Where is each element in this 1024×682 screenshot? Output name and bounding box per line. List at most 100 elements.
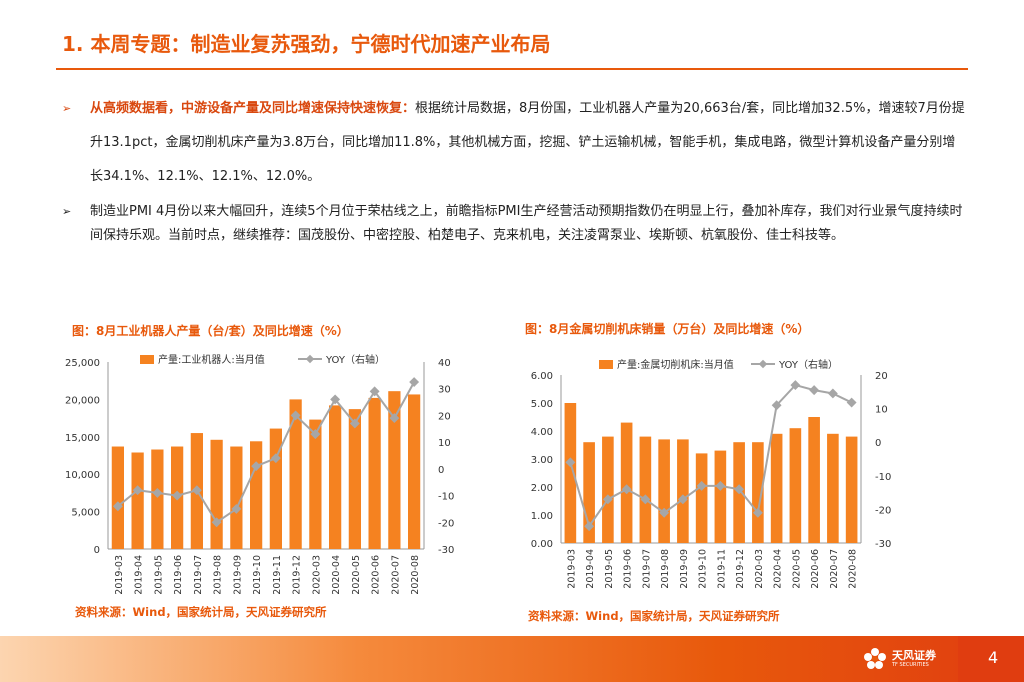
legend-line-label: YOY（右轴） [325, 353, 385, 366]
bar [695, 453, 708, 543]
y-left-tick-label: 6.00 [531, 371, 553, 382]
yoy-point [409, 377, 420, 387]
yoy-line [117, 381, 416, 524]
legend-line-marker [758, 359, 768, 369]
y-right-tick-label: 10 [875, 405, 888, 416]
bar [408, 394, 421, 549]
yoy-point [602, 494, 613, 505]
x-tick-label: 2020-07 [829, 549, 840, 589]
page-title: 1. 本周专题：制造业复苏强劲，宁德时代加速产业布局 [62, 32, 551, 56]
bar [620, 422, 633, 543]
x-tick-label: 2020-08 [410, 555, 421, 595]
yoy-line [569, 383, 853, 529]
x-tick-label: 2020-05 [351, 555, 362, 595]
x-tick-label: 2020-03 [311, 555, 322, 595]
x-tick-label: 2019-08 [660, 549, 671, 589]
legend-bar-label: 产量:金属切削机床:当月值 [617, 358, 734, 371]
x-tick-label: 2019-07 [641, 549, 652, 589]
page-number-box [958, 636, 1024, 682]
bar [845, 436, 858, 543]
y-right-tick-label: 20 [875, 371, 888, 382]
x-tick-label: 2019-10 [698, 549, 709, 589]
x-tick-label: 2019-03 [566, 549, 577, 589]
yoy-point [734, 484, 745, 495]
y-left-tick-label: 5.00 [531, 399, 553, 410]
x-tick-label: 2019-12 [735, 549, 746, 589]
bar [329, 405, 342, 549]
x-tick-label: 2019-08 [213, 555, 224, 595]
legend-line-label: YOY（右轴） [778, 358, 838, 371]
y-left-tick-label: 10,000 [65, 470, 100, 481]
yoy-point [584, 521, 595, 532]
page-number: 4 [988, 648, 999, 667]
legend-bar-swatch [599, 360, 613, 369]
chart-title-machine-tool: 图：8月金属切削机床销量（万台）及同比增速（%） [525, 322, 810, 336]
x-tick-label: 2019-06 [173, 555, 184, 595]
y-right-tick-label: -30 [875, 539, 891, 550]
x-tick-label: 2020-04 [331, 555, 342, 595]
bar [131, 452, 144, 549]
bar [250, 441, 263, 549]
x-tick-label: 2019-09 [232, 555, 243, 595]
x-tick-label: 2020-03 [754, 549, 765, 589]
yoy-point [659, 507, 670, 518]
yoy-point [790, 380, 801, 391]
legend-bar-swatch [140, 355, 154, 364]
bullet-highlight: 从高频数据看，中游设备产量及同比增速保持快速恢复： [90, 101, 416, 116]
chart-source-machine-tool: 资料来源：Wind，国家统计局，天风证券研究所 [528, 609, 780, 623]
x-tick-label: 2019-07 [193, 555, 204, 595]
bar [770, 433, 783, 543]
yoy-point [715, 480, 726, 491]
yoy-point [640, 494, 651, 505]
x-tick-label: 2019-04 [134, 555, 145, 595]
yoy-point [696, 480, 707, 491]
yoy-point [565, 457, 576, 468]
bullet-body: 根据统计局数据，8月份国，工业机器人产量为20,663台/套，同比增加32.5%… [90, 101, 965, 184]
bar [639, 436, 652, 543]
y-right-tick-label: -10 [438, 492, 454, 503]
chart-source-robot: 资料来源：Wind，国家统计局，天风证券研究所 [75, 605, 327, 619]
x-tick-label: 2019-12 [292, 555, 303, 595]
bullet-body: 制造业PMI 4月份以来大幅回升，连续5个月位于荣枯线之上，前瞻指标PMI生产经… [90, 204, 963, 243]
yoy-point [349, 418, 360, 429]
y-right-tick-label: 30 [438, 385, 451, 396]
y-right-tick-label: -20 [875, 505, 891, 516]
bar [808, 417, 820, 543]
chart-machine-tool-sales: 0.00 1.00 2.00 3.00 4.00 5.00 6.00 -30 -20 -10 0 10… [531, 358, 892, 589]
y-left-tick-label: 4.00 [531, 427, 553, 438]
yoy-point [846, 397, 857, 408]
yoy-point [132, 485, 143, 496]
y-left-tick-label: 1.00 [531, 511, 553, 522]
bar [289, 399, 302, 549]
bar [658, 439, 670, 543]
x-tick-label: 2019-05 [153, 555, 164, 595]
y-left-tick-label: 20,000 [65, 395, 100, 406]
chart-robot-output: 0 5,000 10,000 15,000 20,000 25,000 -30 -20 -10 0… [65, 353, 454, 595]
x-tick-label: 2020-04 [773, 549, 784, 589]
y-left-tick-label: 15,000 [65, 433, 100, 444]
bar [111, 446, 124, 549]
x-tick-label: 2019-06 [623, 549, 634, 589]
bullet-list: ➢ 从高频数据看，中游设备产量及同比增速保持快速恢复：根据统计局数据，8月份国，… [62, 92, 967, 248]
y-right-tick-label: 40 [438, 358, 451, 369]
bullet-arrow-icon: ➢ [62, 205, 72, 218]
bar [714, 450, 727, 543]
bullet-text: 从高频数据看，中游设备产量及同比增速保持快速恢复：根据统计局数据，8月份国，工业… [90, 92, 967, 194]
bar [388, 391, 401, 549]
x-tick-label: 2019-10 [252, 555, 263, 595]
x-tick-label: 2020-06 [810, 549, 821, 589]
bullet-item-1: ➢ 从高频数据看，中游设备产量及同比增速保持快速恢复：根据统计局数据，8月份国，… [62, 92, 967, 194]
y-right-tick-label: -20 [438, 518, 454, 529]
bar [752, 442, 764, 543]
bar [602, 436, 614, 543]
bar [827, 433, 839, 543]
x-tick-label: 2019-03 [114, 555, 125, 595]
yoy-point [152, 487, 163, 498]
bar [564, 403, 577, 543]
brand-name-en: TF SECURITIES [892, 662, 929, 668]
yoy-point [827, 388, 838, 399]
yoy-point [172, 490, 183, 501]
legend-line-marker [305, 354, 315, 364]
bar [309, 419, 322, 549]
brand-logo: 天风证券 TF SECURITIES [862, 646, 936, 672]
